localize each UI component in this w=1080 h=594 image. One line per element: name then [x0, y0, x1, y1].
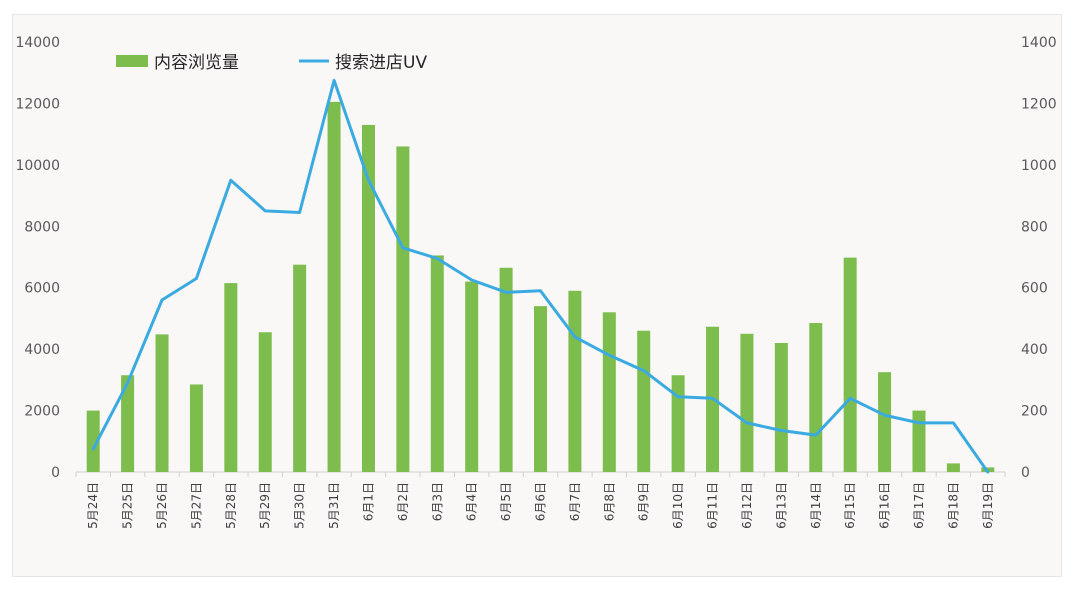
left-axis-ticks: 0 2000 4000 6000 8000 10000 12000 14000 — [15, 35, 60, 481]
bar-8 — [361, 124, 375, 472]
right-tick-label: 1000 — [1021, 158, 1057, 174]
legend: 内容浏览量 搜索进店UV — [116, 53, 427, 73]
bar-4 — [224, 283, 238, 472]
line-series — [91, 78, 990, 474]
bar-19 — [740, 333, 754, 472]
bar-6 — [293, 264, 307, 472]
category-label: 5月30日 — [293, 482, 307, 529]
bar-22 — [843, 257, 857, 472]
category-label: 6月15日 — [843, 482, 857, 529]
category-label: 5月29日 — [258, 482, 272, 529]
bar-1 — [121, 375, 135, 472]
category-label: 6月6日 — [534, 482, 548, 521]
legend-swatch-bar — [116, 55, 148, 67]
axes — [75, 471, 1006, 477]
left-tick-label: 12000 — [15, 96, 60, 112]
category-label: 5月24日 — [86, 482, 100, 529]
right-tick-label: 800 — [1021, 219, 1048, 235]
bar-13 — [534, 306, 547, 472]
bar-12 — [499, 267, 513, 472]
legend-label-bar: 内容浏览量 — [154, 53, 239, 73]
right-tick-label: 600 — [1021, 281, 1048, 297]
category-label: 6月1日 — [361, 482, 375, 521]
bar-0 — [86, 410, 100, 472]
left-tick-label: 6000 — [24, 281, 60, 297]
right-tick-label: 0 — [1021, 465, 1030, 481]
category-label: 5月31日 — [327, 482, 341, 529]
bar-25 — [946, 463, 960, 472]
category-label: 6月3日 — [430, 482, 444, 521]
right-tick-label: 200 — [1021, 404, 1048, 420]
bar-24 — [912, 410, 926, 472]
category-labels: 5月24日 5月25日 5月26日 5月27日 5月28日 5月29日 5月30日 5月31日… — [86, 482, 995, 529]
bar-5 — [258, 332, 272, 472]
category-label: 6月8日 — [602, 482, 616, 521]
category-label: 6月4日 — [465, 482, 479, 521]
category-label: 6月10日 — [671, 482, 685, 529]
category-label: 6月17日 — [912, 482, 926, 529]
combo-chart: 0 2000 4000 6000 8000 10000 12000 14000 0 200 400… — [15, 35, 1057, 529]
bar-7 — [327, 101, 341, 473]
bar-23 — [878, 372, 892, 472]
left-tick-label: 10000 — [15, 158, 60, 174]
bar-15 — [602, 312, 616, 472]
bar-11 — [465, 281, 479, 472]
category-label: 6月19日 — [981, 482, 995, 529]
left-tick-label: 2000 — [24, 404, 60, 420]
bar-14 — [568, 290, 582, 472]
category-label: 6月12日 — [740, 482, 754, 529]
bar-21 — [809, 323, 823, 472]
right-tick-label: 1400 — [1021, 35, 1057, 51]
legend-label-line: 搜索进店UV — [335, 53, 427, 73]
category-label: 6月16日 — [878, 482, 892, 529]
right-axis-ticks: 0 200 400 600 800 1000 1200 1400 — [1021, 35, 1057, 481]
bar-17 — [671, 375, 685, 472]
bar-9 — [396, 146, 410, 472]
category-label: 6月11日 — [706, 482, 720, 529]
right-tick-label: 1200 — [1021, 96, 1057, 112]
bar-16 — [637, 330, 651, 472]
category-label: 6月7日 — [568, 482, 582, 521]
chart-frame: 0 2000 4000 6000 8000 10000 12000 14000 0 200 400… — [12, 14, 1062, 577]
left-tick-label: 0 — [51, 465, 60, 481]
category-label: 5月27日 — [189, 482, 203, 529]
bar-10 — [430, 255, 444, 472]
left-tick-label: 14000 — [15, 35, 60, 51]
category-label: 6月5日 — [499, 482, 513, 521]
right-tick-label: 400 — [1021, 342, 1048, 358]
bar-series — [86, 101, 995, 473]
category-label: 5月28日 — [224, 482, 238, 529]
category-label: 5月26日 — [155, 482, 169, 529]
category-label: 5月25日 — [121, 482, 135, 529]
bar-20 — [774, 343, 788, 472]
category-label: 6月14日 — [809, 482, 823, 529]
category-label: 6月18日 — [946, 482, 960, 529]
line-path — [91, 78, 990, 474]
left-tick-label: 8000 — [24, 219, 60, 235]
category-label: 6月9日 — [637, 482, 651, 521]
bar-2 — [155, 334, 169, 472]
category-label: 6月2日 — [396, 482, 410, 521]
bar-3 — [189, 384, 203, 472]
left-tick-label: 4000 — [24, 342, 60, 358]
category-label: 6月13日 — [774, 482, 788, 529]
